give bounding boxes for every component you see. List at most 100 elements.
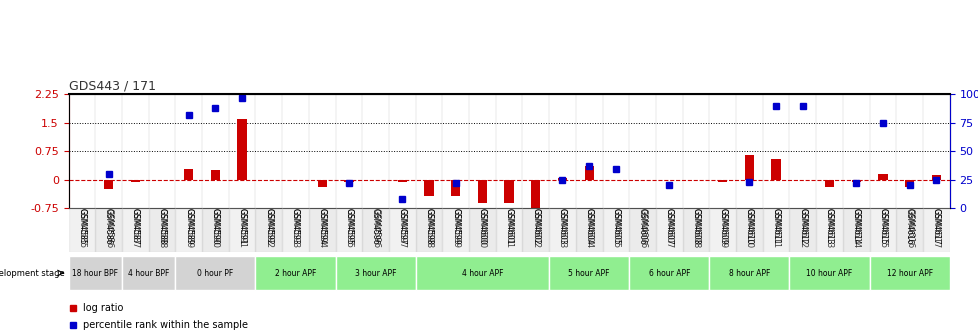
Bar — [904, 180, 913, 186]
Bar — [682, 208, 709, 252]
Text: GSM4596: GSM4596 — [371, 208, 379, 245]
Bar — [601, 208, 629, 252]
Bar — [709, 208, 735, 252]
FancyBboxPatch shape — [788, 256, 868, 290]
FancyBboxPatch shape — [416, 256, 549, 290]
FancyBboxPatch shape — [175, 256, 255, 290]
Text: GSM4594: GSM4594 — [317, 208, 327, 245]
Text: GSM4613: GSM4613 — [824, 208, 833, 245]
Text: GSM4610: GSM4610 — [744, 208, 753, 245]
Bar — [335, 208, 362, 252]
Text: GSM4603: GSM4603 — [557, 208, 566, 249]
Text: GSM4606: GSM4606 — [638, 208, 646, 249]
FancyBboxPatch shape — [255, 256, 335, 290]
Bar — [344, 180, 353, 182]
Text: GSM4598: GSM4598 — [424, 208, 433, 248]
Text: GSM4612: GSM4612 — [797, 208, 807, 245]
Bar — [201, 208, 229, 252]
Text: GSM4608: GSM4608 — [690, 208, 700, 245]
Bar — [549, 208, 575, 252]
Bar — [584, 166, 594, 180]
Text: GSM4593: GSM4593 — [290, 208, 299, 248]
Bar — [771, 159, 780, 180]
Bar — [130, 180, 140, 182]
Text: GSM4607: GSM4607 — [664, 208, 673, 245]
Text: GSM4595: GSM4595 — [344, 208, 353, 248]
Text: 0 hour PF: 0 hour PF — [197, 268, 234, 278]
Text: GSM4613: GSM4613 — [824, 208, 833, 249]
Bar — [451, 180, 460, 196]
Text: GSM4604: GSM4604 — [584, 208, 593, 248]
Text: GSM4595: GSM4595 — [344, 208, 353, 245]
Text: GSM4598: GSM4598 — [424, 208, 433, 245]
Bar — [816, 208, 842, 252]
Bar — [423, 180, 433, 196]
Bar — [851, 180, 860, 182]
Bar — [575, 208, 601, 252]
Bar — [362, 208, 388, 252]
Bar — [477, 180, 486, 203]
Bar — [744, 155, 753, 180]
Bar — [416, 208, 442, 252]
Text: GSM4615: GSM4615 — [877, 208, 886, 248]
Text: GSM4599: GSM4599 — [451, 208, 460, 245]
Bar — [95, 208, 122, 252]
Text: GSM4617: GSM4617 — [931, 208, 940, 249]
Bar — [557, 178, 566, 180]
Text: GSM4602: GSM4602 — [531, 208, 540, 245]
Text: GSM4616: GSM4616 — [904, 208, 913, 249]
Text: GSM4614: GSM4614 — [851, 208, 860, 245]
Text: GSM4591: GSM4591 — [238, 208, 246, 248]
Text: 5 hour APF: 5 hour APF — [568, 268, 609, 278]
Text: GSM4586: GSM4586 — [104, 208, 113, 245]
Text: GSM4597: GSM4597 — [397, 208, 407, 248]
Text: 8 hour APF: 8 hour APF — [728, 268, 770, 278]
Text: GSM4602: GSM4602 — [531, 208, 540, 248]
Text: GSM4610: GSM4610 — [744, 208, 753, 248]
Text: 10 hour APF: 10 hour APF — [806, 268, 852, 278]
Bar — [388, 208, 416, 252]
Bar — [522, 208, 549, 252]
Text: 18 hour BPF: 18 hour BPF — [72, 268, 118, 278]
Text: GSM4588: GSM4588 — [157, 208, 166, 249]
Bar — [149, 208, 175, 252]
Text: 12 hour APF: 12 hour APF — [886, 268, 932, 278]
Bar — [122, 208, 149, 252]
Bar — [629, 208, 655, 252]
Text: GSM4616: GSM4616 — [904, 208, 913, 245]
Text: GSM4615: GSM4615 — [877, 208, 886, 245]
Text: GSM4591: GSM4591 — [238, 208, 246, 245]
Text: GSM4617: GSM4617 — [931, 208, 940, 245]
Bar — [68, 208, 95, 252]
Bar — [104, 180, 113, 189]
Bar — [317, 180, 327, 186]
Bar — [823, 180, 833, 186]
Text: 4 hour APF: 4 hour APF — [462, 268, 503, 278]
Text: GSM4601: GSM4601 — [504, 208, 513, 248]
Text: GSM4592: GSM4592 — [264, 208, 273, 248]
Bar — [282, 208, 308, 252]
Text: GSM4603: GSM4603 — [557, 208, 566, 245]
Text: GSM4608: GSM4608 — [690, 208, 700, 249]
Text: GSM4588: GSM4588 — [157, 208, 166, 245]
Text: GSM4611: GSM4611 — [771, 208, 779, 248]
Bar — [877, 174, 887, 180]
Bar — [175, 208, 201, 252]
Text: log ratio: log ratio — [83, 303, 123, 312]
Text: GSM4605: GSM4605 — [610, 208, 620, 245]
Text: GSM4585: GSM4585 — [77, 208, 86, 245]
Text: 6 hour APF: 6 hour APF — [647, 268, 689, 278]
Bar — [184, 169, 194, 180]
Bar — [895, 208, 922, 252]
Text: GSM4597: GSM4597 — [397, 208, 407, 245]
Text: GSM4600: GSM4600 — [477, 208, 486, 245]
Text: 2 hour APF: 2 hour APF — [275, 268, 316, 278]
Text: 4 hour BPF: 4 hour BPF — [128, 268, 169, 278]
Text: GSM4590: GSM4590 — [210, 208, 220, 248]
Bar — [735, 208, 762, 252]
FancyBboxPatch shape — [335, 256, 416, 290]
FancyBboxPatch shape — [68, 256, 122, 290]
Text: GSM4599: GSM4599 — [451, 208, 460, 248]
Bar — [495, 208, 522, 252]
Text: GSM4601: GSM4601 — [504, 208, 513, 245]
